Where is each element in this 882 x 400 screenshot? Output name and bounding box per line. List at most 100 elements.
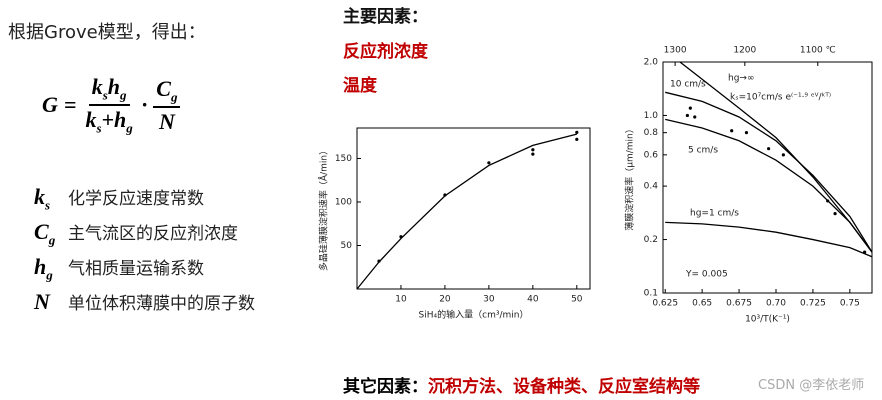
formula-symbol: h — [107, 74, 121, 99]
formula-symbol: k — [91, 74, 103, 99]
series-label: 10 cm/s — [670, 80, 706, 90]
data-point — [377, 259, 381, 263]
y-tick-label: 0.8 — [644, 128, 659, 138]
definition: N 单位体积薄膜中的原子数 — [34, 289, 255, 315]
data-point — [688, 106, 692, 110]
data-point — [767, 147, 771, 151]
x-tick-label: 50 — [571, 295, 583, 305]
numerator: Cg — [153, 75, 181, 109]
data-point — [744, 131, 749, 135]
other-text: 沉积方法、设备种类、反应室结构等 — [428, 377, 700, 397]
data-point — [826, 199, 830, 203]
heading: 主要因素： — [343, 7, 428, 27]
curve — [356, 133, 577, 290]
series-label: 5 cm/s — [688, 146, 718, 156]
series-label: hg=1 cm/s — [690, 209, 739, 219]
symbol-sub: g — [48, 232, 56, 248]
data-point — [531, 152, 535, 156]
y-tick-label: 1.0 — [644, 111, 659, 121]
symbol: hg — [34, 254, 68, 283]
definition-text: 主气流区的反应剂浓度 — [68, 224, 238, 244]
numerator: kshg — [88, 74, 130, 107]
formula-symbol: + — [101, 107, 115, 133]
symbol-main: h — [34, 254, 47, 279]
data-point — [693, 115, 697, 119]
symbol-main: N — [34, 289, 50, 314]
annotation: kₛ=10⁷cm/s e⁽⁻¹·⁹ ᵉⱽ/ᵏᵀ⁾ — [730, 93, 831, 103]
symbol-main: k — [34, 184, 45, 209]
definition-text: 气相质量运输系数 — [68, 259, 204, 279]
data-point — [863, 250, 867, 254]
x-tick-label: 20 — [439, 295, 451, 305]
formula-eq: = — [63, 92, 77, 118]
x-tick-label: 10 — [395, 295, 407, 305]
data-point — [575, 137, 579, 141]
series-label: hg→∞ — [728, 74, 754, 84]
y-tick-label: 0.2 — [644, 235, 658, 245]
data-point — [487, 161, 491, 165]
x-tick-label: 0.625 — [652, 299, 678, 309]
x-tick-label: 0.675 — [726, 299, 752, 309]
data-point — [781, 153, 785, 157]
x2-tick-label: 1200 — [733, 46, 756, 56]
x-tick-label: 30 — [483, 295, 495, 305]
symbol: Cg — [34, 219, 68, 248]
symbol: ks — [34, 184, 68, 213]
y-tick-label: 0.1 — [644, 289, 658, 299]
x-tick-label: 0.70 — [766, 299, 786, 309]
x-tick-label: 0.65 — [692, 299, 712, 309]
x-tick-label: 0.75 — [840, 299, 860, 309]
symbol-sub: s — [45, 197, 51, 213]
formula-symbol: C — [156, 75, 171, 101]
formula: G = kshg ks+hg · Cg N — [42, 74, 181, 137]
fraction: Cg N — [153, 75, 181, 135]
data-point — [730, 129, 734, 133]
x-axis-label: 10³/T(K⁻¹) — [745, 315, 790, 325]
formula-symbol: h — [114, 107, 127, 133]
y-tick-label: 0.4 — [644, 182, 659, 192]
annotation: Y= 0.005 — [685, 270, 728, 280]
y-tick-label: 150 — [335, 154, 352, 164]
curve — [665, 118, 873, 253]
definition: hg 气相质量运输系数 — [34, 254, 204, 283]
other-label: 其它因素： — [343, 377, 428, 397]
symbol-sub: g — [46, 267, 53, 283]
data-point — [531, 148, 535, 152]
curve — [665, 91, 873, 253]
y-tick-label: 2.0 — [644, 58, 659, 68]
plot-frame — [356, 127, 591, 290]
definition: ks 化学反应速度常数 — [34, 184, 204, 213]
formula-subscript: g — [170, 89, 178, 105]
definition-text: 单位体积薄膜中的原子数 — [68, 294, 255, 314]
x-axis-label: SiH₄的输入量（cm³/min） — [419, 309, 529, 321]
data-point — [833, 212, 837, 216]
x-tick-label: 40 — [527, 295, 539, 305]
x-tick-label: 0.725 — [800, 299, 826, 309]
data-point — [399, 235, 403, 239]
formula-subscript: s — [96, 120, 102, 136]
symbol: N — [34, 289, 68, 315]
curve — [679, 61, 873, 253]
curve — [665, 221, 873, 258]
definition: Cg 主气流区的反应剂浓度 — [34, 219, 238, 248]
formula-subscript: g — [120, 87, 127, 103]
data-point — [685, 113, 689, 118]
formula-subscript: g — [126, 120, 133, 136]
intro: 根据Grove模型，得出： — [8, 22, 206, 43]
watermark: CSDN @李依老师 — [758, 378, 865, 393]
data-point — [575, 130, 579, 134]
factor: 温度 — [343, 76, 377, 96]
formula-symbol: N — [158, 109, 175, 135]
symbol-main: C — [34, 219, 49, 244]
formula-subscript: s — [102, 87, 108, 103]
denominator: ks+hg — [82, 106, 135, 136]
y-axis-label: 多晶硅薄膜淀积速率（Å/min） — [318, 146, 330, 271]
fraction: kshg ks+hg — [82, 74, 135, 137]
x2-tick-label: 1300 — [664, 46, 687, 56]
y-tick-label: 100 — [335, 197, 352, 207]
y-tick-label: 50 — [341, 241, 353, 251]
x2-tick-label: 1100 ℃ — [800, 46, 836, 56]
plot-frame — [662, 61, 873, 294]
formula-dot: · — [141, 92, 148, 118]
